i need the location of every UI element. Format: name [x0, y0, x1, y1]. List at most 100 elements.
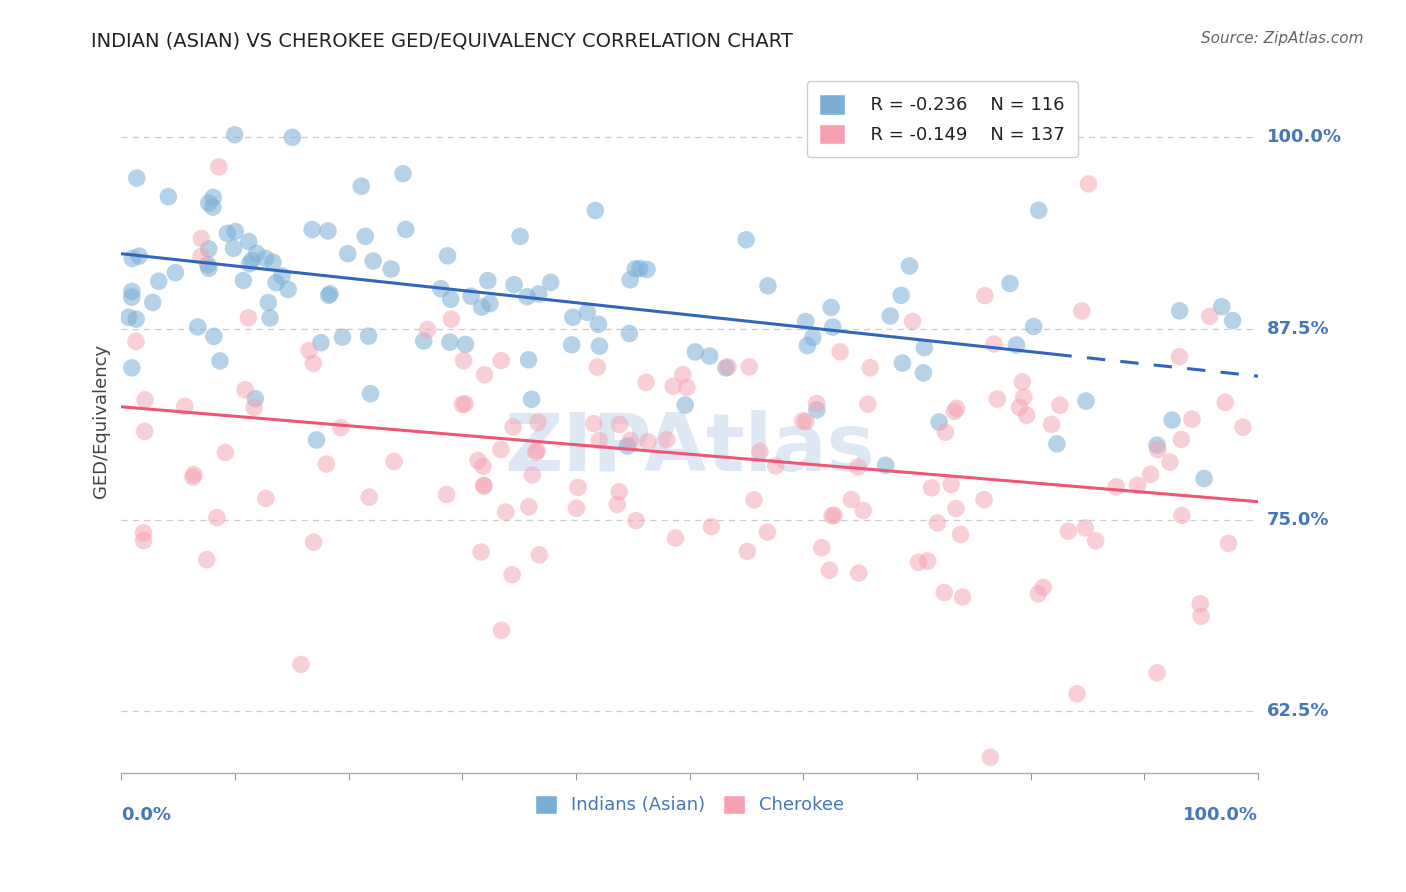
Point [830, 344, 852, 359]
Point [1232, 420, 1254, 434]
Point [1049, 398, 1071, 412]
Point [302, 535, 325, 549]
Point [222, 241, 245, 255]
Point [132, 525, 155, 540]
Point [489, 353, 512, 368]
Text: INDIAN (ASIAN) VS CHEROKEE GED/EQUIVALENCY CORRELATION CHART: INDIAN (ASIAN) VS CHEROKEE GED/EQUIVALEN… [91, 31, 793, 50]
Point [360, 386, 382, 401]
Point [121, 360, 143, 375]
Point [952, 590, 974, 604]
Point [454, 397, 477, 411]
Point [509, 229, 531, 244]
Legend: Indians (Asian), Cherokee: Indians (Asian), Cherokee [526, 786, 853, 823]
Point [1146, 442, 1168, 457]
Point [336, 246, 359, 260]
Point [973, 492, 995, 507]
Point [821, 508, 844, 523]
Point [232, 274, 254, 288]
Text: 87.5%: 87.5% [1267, 319, 1330, 338]
Point [637, 434, 659, 449]
Point [1126, 478, 1149, 492]
Point [517, 500, 540, 514]
Point [792, 414, 814, 428]
Point [479, 296, 502, 310]
Point [912, 341, 935, 355]
Point [1222, 313, 1244, 327]
Point [416, 322, 439, 336]
Point [217, 227, 239, 241]
Point [945, 501, 967, 516]
Point [526, 443, 548, 458]
Point [205, 510, 228, 524]
Point [901, 314, 924, 328]
Point [576, 305, 599, 319]
Point [190, 231, 212, 245]
Point [301, 222, 323, 236]
Point [1192, 472, 1215, 486]
Point [1008, 401, 1031, 415]
Point [1168, 303, 1191, 318]
Point [841, 492, 863, 507]
Point [316, 224, 339, 238]
Point [616, 439, 638, 453]
Point [655, 433, 678, 447]
Point [238, 235, 260, 249]
Point [810, 541, 832, 555]
Point [281, 130, 304, 145]
Point [891, 356, 914, 370]
Point [1074, 521, 1097, 535]
Text: 0.0%: 0.0% [121, 806, 172, 824]
Point [1046, 437, 1069, 451]
Point [134, 425, 156, 439]
Point [890, 288, 912, 302]
Point [917, 554, 939, 568]
Point [224, 224, 246, 238]
Point [582, 417, 605, 431]
Point [208, 160, 231, 174]
Point [1005, 338, 1028, 352]
Point [128, 249, 150, 263]
Point [315, 457, 337, 471]
Point [522, 468, 544, 483]
Point [302, 356, 325, 370]
Point [271, 268, 294, 283]
Point [257, 295, 280, 310]
Point [619, 434, 641, 448]
Point [921, 481, 943, 495]
Point [565, 501, 588, 516]
Point [121, 252, 143, 266]
Point [685, 345, 707, 359]
Point [1012, 390, 1035, 404]
Y-axis label: GED/Equivalency: GED/Equivalency [93, 343, 110, 498]
Point [756, 278, 779, 293]
Point [318, 288, 340, 302]
Point [1159, 455, 1181, 469]
Point [700, 519, 723, 533]
Point [749, 444, 772, 458]
Point [520, 392, 543, 407]
Point [472, 478, 495, 492]
Point [187, 320, 209, 334]
Point [357, 329, 380, 343]
Point [332, 330, 354, 344]
Point [1026, 587, 1049, 601]
Point [208, 354, 231, 368]
Point [501, 567, 523, 582]
Point [879, 309, 901, 323]
Point [195, 552, 218, 566]
Point [852, 503, 875, 517]
Text: 75.0%: 75.0% [1267, 511, 1330, 529]
Point [848, 566, 870, 580]
Point [801, 330, 824, 344]
Point [264, 276, 287, 290]
Point [673, 398, 696, 412]
Point [527, 416, 550, 430]
Point [934, 585, 956, 599]
Point [928, 415, 950, 429]
Point [495, 505, 517, 519]
Point [202, 329, 225, 343]
Point [254, 252, 277, 266]
Point [454, 337, 477, 351]
Point [277, 283, 299, 297]
Point [821, 320, 844, 334]
